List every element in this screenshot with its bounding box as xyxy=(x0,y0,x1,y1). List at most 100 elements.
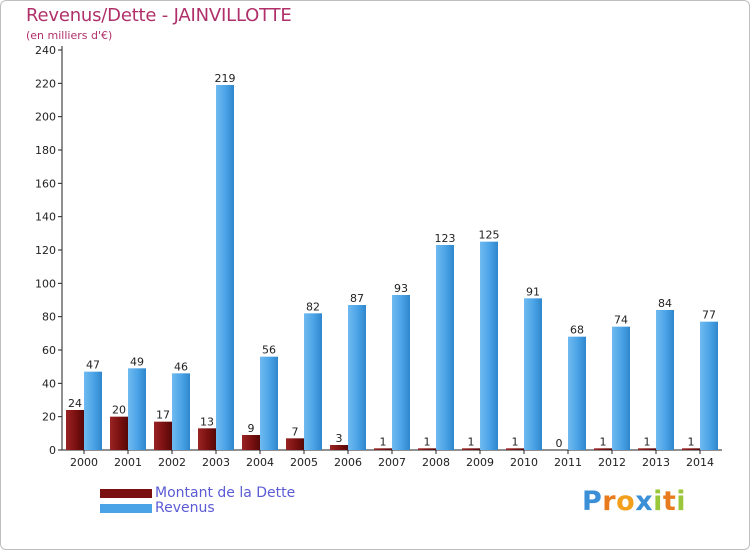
x-tick-label: 2011 xyxy=(554,456,582,469)
logo-letter: r xyxy=(602,486,617,517)
data-label-revenus: 46 xyxy=(174,360,188,373)
x-tick-label: 2008 xyxy=(422,456,450,469)
x-tick-label: 2001 xyxy=(114,456,142,469)
data-label-debt: 1 xyxy=(688,435,695,448)
data-label-revenus: 123 xyxy=(435,232,456,245)
data-label-revenus: 68 xyxy=(570,324,584,337)
data-label-revenus: 93 xyxy=(394,282,408,295)
bar-revenus xyxy=(260,356,278,450)
data-label-debt: 1 xyxy=(644,435,651,448)
bar-debt xyxy=(286,438,304,450)
logo-letter: i xyxy=(676,486,687,517)
x-tick-label: 2014 xyxy=(686,456,714,469)
logo-letter: P xyxy=(582,486,603,517)
data-label-debt: 9 xyxy=(248,422,255,435)
x-tick-label: 2007 xyxy=(378,456,406,469)
y-tick-label: 20 xyxy=(42,411,56,424)
data-label-debt: 3 xyxy=(336,432,343,445)
y-tick-label: 80 xyxy=(42,311,56,324)
data-label-debt: 1 xyxy=(424,435,431,448)
x-tick-label: 2002 xyxy=(158,456,186,469)
data-label-debt: 17 xyxy=(156,409,170,422)
bar-debt xyxy=(682,448,700,450)
bar-revenus xyxy=(612,326,630,450)
y-tick-label: 0 xyxy=(49,444,56,457)
bar-debt xyxy=(198,428,216,450)
data-label-revenus: 91 xyxy=(526,285,540,298)
x-tick-label: 2006 xyxy=(334,456,362,469)
bar-debt xyxy=(66,410,84,450)
legend-swatch-revenus xyxy=(100,504,152,513)
logo-letter: x xyxy=(635,486,654,517)
bar-revenus xyxy=(216,85,234,450)
bar-debt xyxy=(110,416,128,450)
bar-revenus xyxy=(392,295,410,450)
logo-letter: i xyxy=(653,486,663,517)
data-label-debt: 1 xyxy=(468,435,475,448)
chart-title: Revenus/Dette - JAINVILLOTTE xyxy=(26,5,292,26)
bar-debt xyxy=(418,448,436,450)
x-tick-label: 2005 xyxy=(290,456,318,469)
data-label-revenus: 125 xyxy=(479,229,500,242)
proxiti-logo: Proxiti xyxy=(582,486,686,517)
bar-revenus xyxy=(436,245,454,450)
data-label-revenus: 56 xyxy=(262,344,276,357)
x-tick-label: 2012 xyxy=(598,456,626,469)
data-label-debt: 13 xyxy=(200,415,214,428)
bar-debt xyxy=(506,448,524,450)
data-label-revenus: 74 xyxy=(614,314,628,327)
y-tick-label: 40 xyxy=(42,377,56,390)
data-label-debt: 1 xyxy=(512,435,519,448)
data-label-debt: 1 xyxy=(380,435,387,448)
y-tick-label: 200 xyxy=(35,111,56,124)
data-label-debt: 24 xyxy=(68,397,82,410)
data-label-debt: 7 xyxy=(292,425,299,438)
bar-revenus xyxy=(480,241,498,450)
x-tick-label: 2003 xyxy=(202,456,230,469)
bar-revenus xyxy=(568,336,586,450)
x-tick-label: 2004 xyxy=(246,456,274,469)
x-tick-label: 2009 xyxy=(466,456,494,469)
bar-debt xyxy=(154,421,172,450)
x-tick-label: 2010 xyxy=(510,456,538,469)
bar-revenus xyxy=(524,298,542,450)
logo-letter: t xyxy=(662,486,677,517)
bar-debt xyxy=(462,448,480,450)
legend-swatch-debt xyxy=(100,489,152,498)
bar-revenus xyxy=(128,368,146,450)
data-label-revenus: 82 xyxy=(306,300,320,313)
data-label-revenus: 87 xyxy=(350,292,364,305)
x-tick-label: 2013 xyxy=(642,456,670,469)
bar-debt xyxy=(242,435,260,450)
legend-label-revenus: Revenus xyxy=(155,500,215,516)
y-tick-label: 180 xyxy=(35,144,56,157)
data-label-revenus: 77 xyxy=(702,309,716,322)
data-label-revenus: 84 xyxy=(658,297,672,310)
data-label-revenus: 49 xyxy=(130,355,144,368)
bar-debt xyxy=(594,448,612,450)
y-tick-label: 220 xyxy=(35,77,56,90)
chart-subtitle: (en milliers d'€) xyxy=(26,29,113,42)
bar-revenus xyxy=(700,321,718,450)
y-tick-label: 140 xyxy=(35,211,56,224)
y-tick-label: 160 xyxy=(35,177,56,190)
bar-debt xyxy=(374,448,392,450)
data-label-debt: 20 xyxy=(112,404,126,417)
y-tick-label: 60 xyxy=(42,344,56,357)
bar-revenus xyxy=(656,310,674,450)
bar-revenus xyxy=(84,371,102,450)
bar-revenus xyxy=(172,373,190,450)
y-tick-label: 100 xyxy=(35,277,56,290)
x-tick-label: 2000 xyxy=(70,456,98,469)
legend-label-debt: Montant de la Dette xyxy=(155,485,296,501)
y-tick-label: 240 xyxy=(35,44,56,57)
logo-letter: o xyxy=(616,486,636,517)
bar-debt xyxy=(330,445,348,450)
bar-debt xyxy=(638,448,656,450)
y-tick-label: 120 xyxy=(35,244,56,257)
data-label-revenus: 219 xyxy=(215,72,236,85)
data-label-revenus: 47 xyxy=(86,359,100,372)
bar-revenus xyxy=(304,313,322,450)
